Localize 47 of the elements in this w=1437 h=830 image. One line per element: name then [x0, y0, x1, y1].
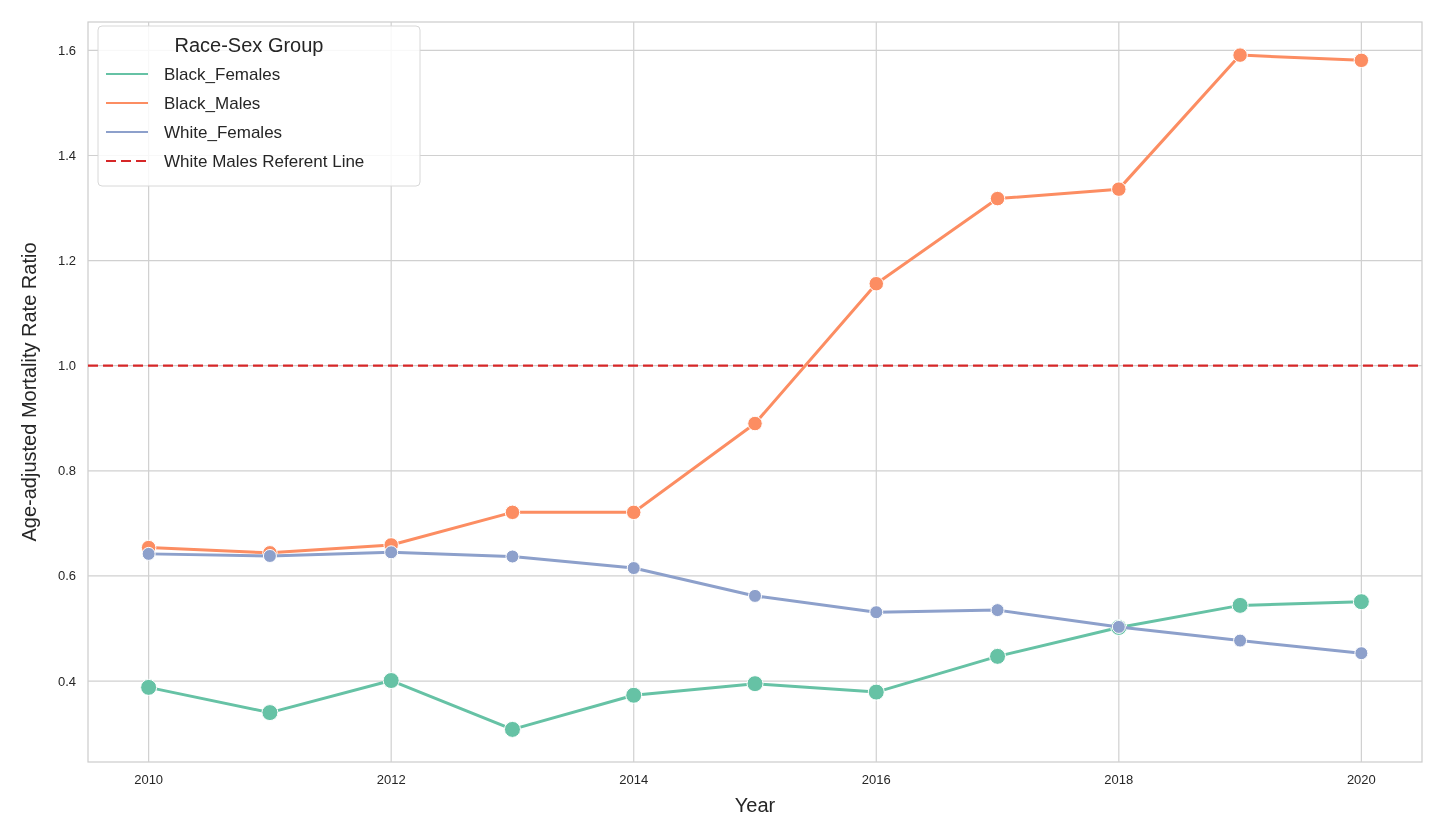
y-tick-label: 1.6: [57, 42, 76, 58]
point: [505, 549, 520, 564]
point: [869, 605, 884, 620]
x-tick-label: 2018: [1104, 772, 1134, 787]
point: [867, 683, 885, 701]
legend-label: White_Females: [164, 122, 283, 142]
y-tick-label: 1.4: [57, 148, 76, 164]
point: [261, 704, 279, 722]
legend-label: White Males Referent Line: [164, 151, 365, 171]
y-tick-label: 1.0: [57, 358, 76, 374]
point: [504, 504, 521, 521]
point: [1231, 596, 1249, 614]
point: [747, 415, 763, 432]
point: [626, 561, 641, 576]
point: [503, 720, 521, 738]
y-tick-label: 1.2: [57, 253, 76, 269]
point: [141, 546, 156, 561]
point: [989, 190, 1006, 207]
point: [1354, 646, 1369, 661]
point: [1353, 52, 1370, 69]
point: [625, 686, 643, 704]
point: [1232, 47, 1248, 63]
x-tick-label: 2016: [861, 772, 891, 787]
legend-title: Race-Sex Group: [174, 34, 324, 56]
x-tick-label: 2020: [1346, 772, 1376, 787]
point: [746, 675, 764, 693]
x-tick-label: 2014: [619, 772, 649, 787]
point: [140, 678, 158, 696]
point: [1352, 593, 1370, 611]
x-tick-label: 2010: [134, 772, 164, 787]
point: [868, 275, 885, 292]
point: [1111, 181, 1127, 197]
y-tick-label: 0.4: [57, 673, 76, 689]
y-tick-label: 0.8: [57, 463, 76, 479]
point: [990, 603, 1005, 618]
point: [625, 504, 642, 521]
x-tick-label: 2012: [376, 772, 406, 787]
point: [384, 545, 399, 560]
point: [382, 672, 400, 690]
y-tick-label: 0.6: [57, 568, 76, 584]
point: [1233, 633, 1248, 648]
x-axis-title: Year: [734, 794, 776, 816]
point: [748, 588, 762, 603]
point: [989, 647, 1007, 665]
legend-label: Black_Females: [164, 64, 281, 84]
y-axis-title: Age-adjusted Mortality Rate Ratio: [18, 242, 40, 542]
legend-label: Black_Males: [164, 93, 261, 113]
